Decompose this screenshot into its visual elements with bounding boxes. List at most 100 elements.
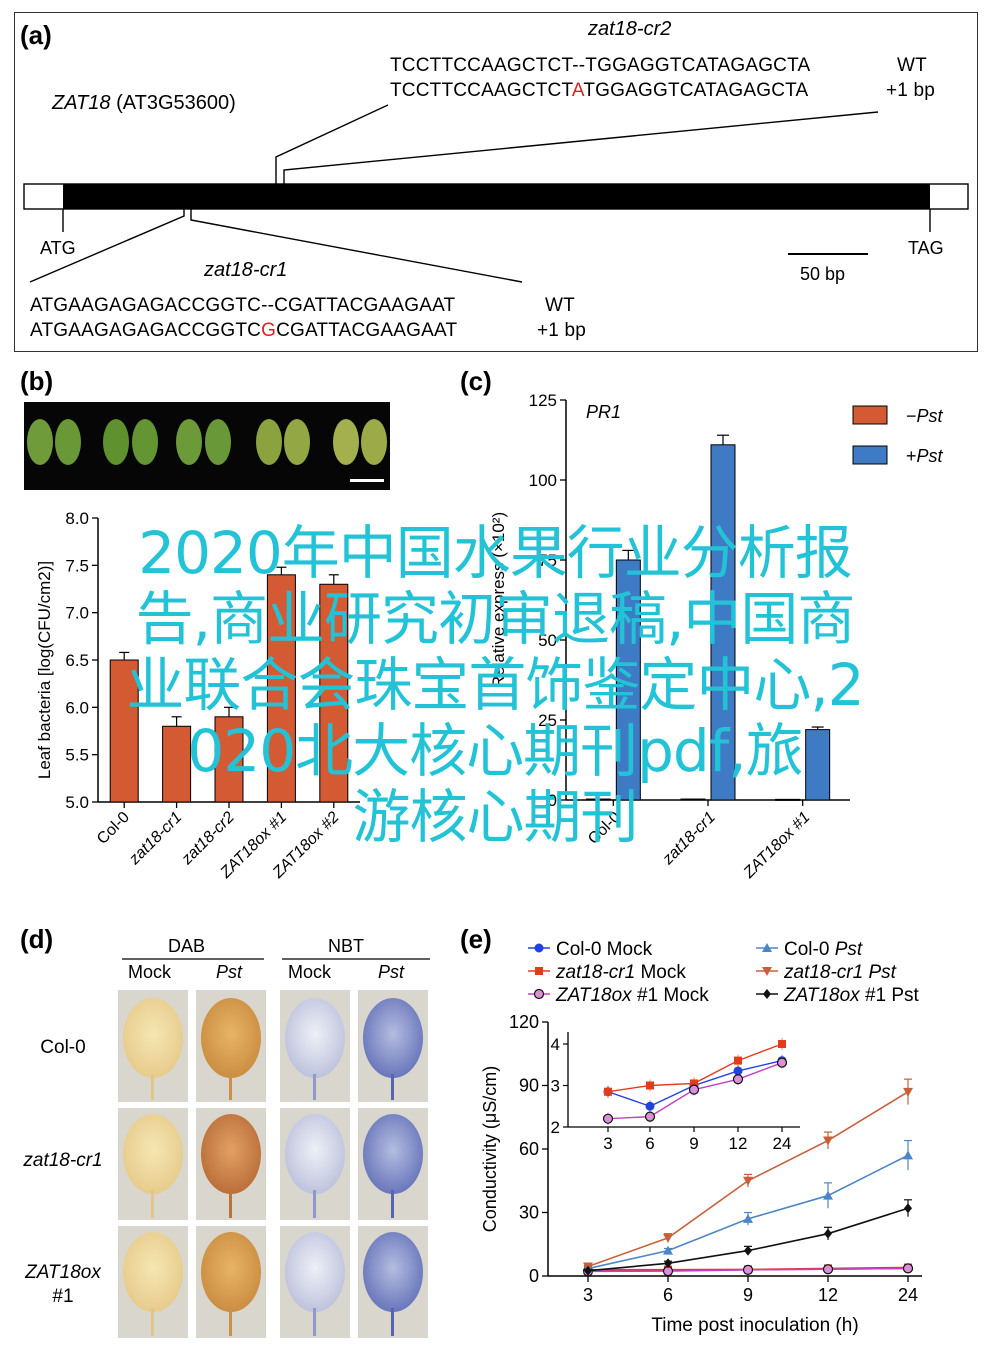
inset-data-point	[646, 1081, 654, 1090]
row-zat18-cr1: zat18-cr1	[23, 1150, 103, 1171]
start-codon-label: ATG	[40, 238, 76, 258]
y-tick-label: 5.0	[65, 793, 89, 812]
y-tick-label: 125	[529, 391, 557, 410]
cr1-label: zat18-cr1	[204, 259, 288, 281]
panel-b-label: (b)	[20, 366, 54, 396]
legend-swatch	[852, 445, 888, 465]
y-tick-label: 0	[548, 791, 557, 810]
petiole	[313, 1308, 316, 1336]
inset-data-point	[604, 1087, 612, 1096]
watermark-line-5: 游核心期刊	[352, 783, 638, 851]
leaf-icon	[201, 1114, 261, 1194]
leaf-photo	[24, 402, 390, 490]
legend-marker	[535, 967, 543, 975]
cr2-mut-seq: TCCTTCCAAGCTCTATGGAGGTCATAGAGCTA	[390, 80, 809, 101]
leaf-icon	[363, 1114, 423, 1194]
leaf-icon	[256, 419, 282, 465]
data-point	[903, 1087, 913, 1097]
legend-label: zat18-cr1 Pst	[783, 962, 897, 983]
x-tick-label: 24	[898, 1285, 918, 1305]
group-dab: DAB	[168, 936, 206, 956]
petiole	[151, 1074, 154, 1100]
y-tick-label: 75	[538, 551, 557, 570]
petiole	[391, 1074, 394, 1100]
cds-box	[63, 184, 930, 209]
petiole	[313, 1190, 316, 1218]
cr1-mut-tag: +1 bp	[537, 320, 587, 341]
col-pst-dab: Pst	[216, 962, 243, 982]
legend-swatch	[852, 405, 888, 425]
x-tick-label: 12	[818, 1285, 838, 1305]
leaf-group	[27, 419, 387, 465]
data-point	[584, 1265, 592, 1276]
legend-label: +Pst	[906, 446, 944, 466]
inset-data-point	[602, 1113, 614, 1124]
leaf-icon	[123, 1232, 183, 1312]
data-point	[742, 1264, 754, 1275]
inset-data-point	[688, 1084, 700, 1095]
inset-data-point	[776, 1057, 788, 1068]
watermark-line-3: 业联合会珠宝首饰鉴定中心,2	[126, 651, 864, 719]
watermark-line-2: 告,商业研究初审退稿,中国商	[135, 585, 856, 653]
petiole	[391, 1308, 394, 1336]
panel-e-label: (e)	[460, 924, 492, 954]
bar	[319, 583, 349, 803]
inset-data-point	[645, 1101, 655, 1111]
cr1-callout-right	[190, 209, 523, 283]
inset-y-tick-label: 3	[551, 1077, 560, 1096]
leaf-icon	[205, 419, 231, 465]
data-point	[823, 1190, 833, 1200]
row-zat18ox-num: #1	[52, 1286, 74, 1307]
leaf-icon	[285, 998, 345, 1078]
panel-d-label: (d)	[20, 924, 54, 954]
inset-data-point	[732, 1074, 744, 1085]
photo-scale-bar	[350, 479, 384, 482]
petiole	[151, 1190, 154, 1218]
staining-grid	[118, 990, 428, 1338]
inset-y-tick-label: 4	[551, 1035, 560, 1054]
cr2-callout-right	[283, 111, 879, 184]
data-point	[904, 1203, 912, 1214]
legend-label: Col-0 Pst	[784, 939, 863, 960]
bar	[585, 798, 611, 801]
cr1-callout-left	[29, 209, 185, 283]
inset-x-tick-label: 12	[729, 1134, 748, 1153]
legend-label: zat18-cr1 Mock	[555, 962, 686, 983]
gene-model	[23, 104, 969, 283]
leaf-icon	[103, 419, 129, 465]
watermark-line-1: 2020年中国水果行业分析报	[138, 519, 853, 587]
cr1-wt-seq: ATGAAGAGAGACCGGTC--CGATTACGAAGAAT	[30, 295, 456, 316]
leaf-icon	[123, 1114, 183, 1194]
gene-model-lines	[29, 104, 931, 283]
leaf-icon	[132, 419, 158, 465]
leaf-icon	[123, 998, 183, 1078]
legend-marker	[534, 943, 544, 953]
y-tick-label: 90	[519, 1076, 539, 1096]
leaf-icon	[285, 1232, 345, 1312]
legend-label: Col-0 Mock	[556, 939, 653, 960]
leaf-icon	[361, 419, 387, 465]
y-tick-label: 0	[529, 1266, 539, 1286]
legend-marker	[762, 943, 772, 952]
y-tick-label: 6.0	[65, 698, 89, 717]
leaf-icon	[284, 419, 310, 465]
petiole	[229, 1074, 232, 1100]
data-point	[663, 1245, 673, 1255]
cr2-wt-seq: TCCTTCCAAGCTCT--TGGAGGTCATAGAGCTA	[390, 55, 811, 76]
bar	[775, 798, 801, 801]
bar	[680, 798, 706, 801]
inset-y-tick-label: 2	[551, 1118, 560, 1137]
leaf-icon	[363, 998, 423, 1078]
row-zat18ox: ZAT18ox	[25, 1262, 101, 1283]
col-pst-nbt: Pst	[378, 962, 405, 982]
watermark-line-4: 020北大核心期刊pdf,旅	[187, 717, 803, 785]
legend-label: −Pst	[906, 406, 944, 426]
petiole	[313, 1074, 316, 1100]
y-axis-label: Relative express (×10²)	[489, 512, 508, 688]
inset-x-tick-label: 24	[773, 1134, 792, 1153]
petiole	[391, 1190, 394, 1218]
data-point	[743, 1213, 753, 1223]
y-tick-label: 100	[529, 471, 557, 490]
